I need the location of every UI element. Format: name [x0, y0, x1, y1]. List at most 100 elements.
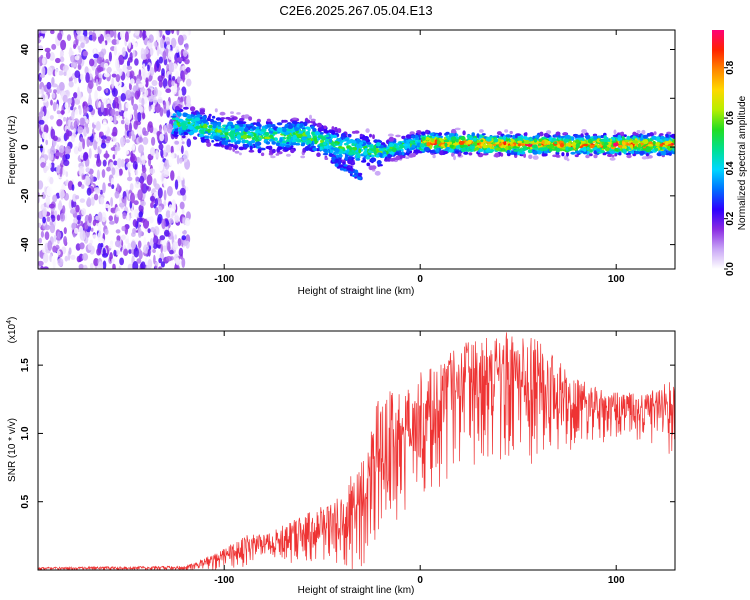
band-cell — [538, 147, 545, 152]
band-cell — [423, 146, 430, 152]
noise-cell — [153, 254, 156, 265]
noise-cell — [165, 210, 171, 219]
noise-cell — [103, 62, 109, 69]
band-cell — [451, 128, 457, 134]
noise-cell — [75, 195, 80, 200]
noise-cell — [181, 208, 185, 215]
noise-cell — [93, 48, 97, 54]
band-cell — [471, 132, 476, 137]
band-cell — [291, 142, 298, 146]
band-cell — [604, 145, 608, 149]
noise-cell — [118, 202, 125, 208]
noise-cell — [108, 98, 114, 105]
noise-cell — [48, 203, 55, 209]
band-cell — [175, 117, 180, 121]
noise-cell — [132, 227, 137, 235]
band-cell — [345, 137, 350, 141]
noise-cell — [96, 169, 100, 181]
band-cell — [589, 144, 595, 149]
band-cell — [300, 155, 306, 159]
noise-cell — [174, 215, 180, 223]
band-cell — [196, 114, 201, 119]
noise-cell — [133, 200, 139, 206]
noise-cell — [129, 122, 132, 133]
band-cell — [234, 125, 240, 129]
noise-cell — [118, 265, 122, 269]
noise-cell — [77, 181, 83, 188]
noise-cell — [63, 116, 67, 122]
noise-cell — [92, 220, 97, 227]
band-cell — [342, 147, 346, 152]
noise-cell — [153, 226, 160, 236]
band-cell — [347, 156, 353, 161]
band-cell — [448, 148, 454, 153]
noise-cell — [162, 245, 168, 253]
noise-cell — [141, 166, 147, 174]
noise-cell — [59, 213, 66, 222]
noise-cell — [92, 164, 97, 169]
noise-cell — [126, 112, 132, 121]
band-cell — [443, 139, 450, 143]
noise-cell — [158, 143, 164, 151]
noise-cell — [166, 123, 173, 134]
noise-cell — [138, 204, 144, 213]
band-cell — [229, 130, 236, 135]
noise-cell — [38, 111, 44, 118]
noise-cell — [121, 119, 125, 125]
band-cell — [307, 139, 312, 144]
band-cell — [444, 132, 448, 136]
noise-cell — [135, 169, 139, 176]
band-cell — [430, 137, 434, 143]
band-cell — [244, 139, 249, 144]
chart-title: C2E6.2025.267.05.04.E13 — [279, 3, 432, 18]
band-cell — [288, 134, 292, 140]
band-cell — [603, 135, 607, 140]
noise-cell — [42, 252, 49, 264]
noise-cell — [70, 254, 76, 260]
noise-cell — [115, 110, 120, 117]
noise-cell — [136, 156, 141, 163]
band-cell — [672, 139, 675, 144]
noise-cell — [140, 87, 146, 93]
noise-cell — [138, 136, 144, 143]
noise-cell — [82, 138, 85, 150]
band-cell — [352, 174, 356, 178]
band-cell — [651, 135, 657, 140]
noise-cell — [79, 117, 86, 126]
noise-cell — [85, 166, 90, 173]
noise-cell — [130, 209, 135, 219]
band-cell — [313, 135, 317, 139]
band-cell — [505, 146, 509, 151]
noise-cell — [49, 51, 55, 61]
colorbar-tick-label: 0.6 — [725, 111, 736, 125]
band-cell — [195, 125, 201, 130]
noise-cell — [56, 250, 61, 256]
band-cell — [242, 134, 248, 140]
band-cell — [236, 134, 241, 140]
band-cell — [271, 148, 276, 154]
noise-cell — [149, 168, 156, 175]
noise-cell — [160, 148, 164, 157]
noise-cell — [147, 228, 151, 234]
snr-y-multiplier: (x104) — [6, 317, 18, 344]
band-cell — [255, 126, 260, 130]
noise-cell — [62, 205, 66, 215]
noise-cell — [163, 189, 167, 201]
noise-cell — [184, 217, 191, 227]
noise-cell — [46, 216, 51, 222]
noise-cell — [137, 111, 142, 123]
noise-cell — [106, 166, 111, 172]
noise-cell — [163, 169, 170, 178]
noise-cell — [177, 238, 182, 247]
band-cell — [401, 135, 406, 140]
band-cell — [480, 139, 484, 143]
noise-cell — [44, 231, 50, 241]
noise-cell — [174, 234, 177, 240]
band-cell — [500, 139, 504, 143]
band-cell — [391, 147, 397, 152]
band-cell — [257, 148, 262, 154]
spectrogram-y-tick-label: 40 — [20, 44, 31, 56]
band-cell — [224, 144, 229, 150]
band-cell — [374, 170, 381, 176]
noise-cell — [124, 224, 129, 235]
